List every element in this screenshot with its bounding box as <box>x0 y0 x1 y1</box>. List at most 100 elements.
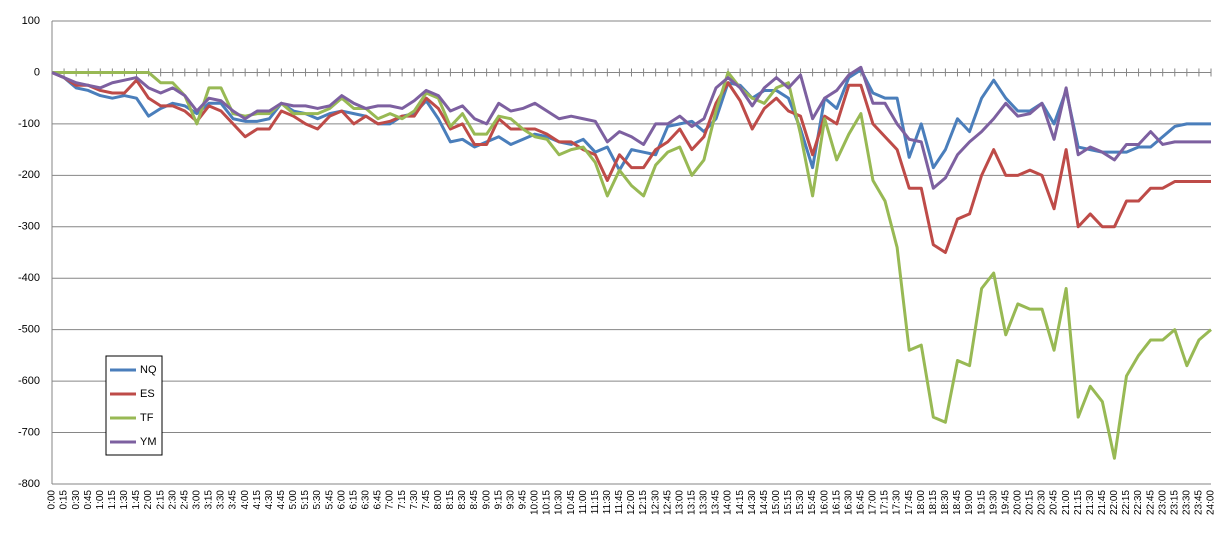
x-tick-label: 18:45 <box>952 490 963 515</box>
y-tick-label: -200 <box>18 169 40 181</box>
x-tick-label: 7:00 <box>385 490 396 510</box>
series-line <box>52 70 1212 460</box>
x-tick-label: 8:00 <box>433 490 444 510</box>
y-tick-label: 0 <box>34 66 40 78</box>
x-tick-label: 10:45 <box>566 490 577 515</box>
y-tick-label: -800 <box>18 478 40 490</box>
legend-label: ES <box>140 388 155 400</box>
legend-label: NQ <box>140 364 157 376</box>
x-tick-label: 11:45 <box>614 490 625 515</box>
x-tick-label: 10:00 <box>530 490 541 515</box>
series-line <box>51 71 1211 254</box>
x-tick-label: 2:15 <box>155 490 166 510</box>
y-tick-label: -700 <box>18 426 40 438</box>
x-tick-label: 14:45 <box>759 490 770 515</box>
x-tick-label: 22:15 <box>1121 490 1132 515</box>
x-tick-label: 24:00 <box>1206 490 1217 515</box>
x-tick-label: 3:30 <box>216 490 227 510</box>
x-tick-label: 12:00 <box>626 490 637 515</box>
x-tick-label: 16:00 <box>819 490 830 515</box>
x-tick-label: 10:30 <box>554 490 565 515</box>
x-tick-label: 11:30 <box>602 490 613 515</box>
x-tick-label: 4:30 <box>264 490 275 510</box>
x-tick-label: 5:15 <box>300 490 311 510</box>
x-tick-label: 1:15 <box>107 490 118 510</box>
x-tick-label: 9:15 <box>493 490 504 510</box>
x-tick-label: 20:00 <box>1012 490 1023 515</box>
y-tick-label: -100 <box>18 118 40 130</box>
x-tick-label: 6:15 <box>348 490 359 510</box>
x-tick-label: 4:00 <box>240 490 251 510</box>
x-tick-label: 1:00 <box>95 490 106 510</box>
y-tick-label: -600 <box>18 375 40 387</box>
x-tick-label: 0:15 <box>59 490 70 510</box>
x-tick-label: 15:45 <box>807 490 818 515</box>
x-tick-label: 9:45 <box>517 490 528 510</box>
x-tick-label: 0:30 <box>71 490 82 510</box>
x-tick-label: 5:00 <box>288 490 299 510</box>
x-tick-label: 12:30 <box>650 490 661 515</box>
legend: NQ ES TF YM <box>105 355 163 456</box>
x-tick-label: 14:15 <box>735 490 746 515</box>
x-tick-label: 20:45 <box>1049 490 1060 515</box>
y-tick-label: -400 <box>18 272 40 284</box>
x-tick-label: 7:15 <box>397 490 408 510</box>
x-tick-label: 23:00 <box>1157 490 1168 515</box>
x-tick-label: 6:45 <box>373 490 384 510</box>
x-tick-label: 23:30 <box>1181 490 1192 515</box>
x-tick-label: 2:45 <box>179 490 190 510</box>
x-tick-label: 13:00 <box>674 490 685 515</box>
x-tick-label: 9:00 <box>481 490 492 510</box>
x-tick-label: 9:30 <box>505 490 516 510</box>
x-tick-label: 11:00 <box>578 490 589 515</box>
x-tick-label: 0:00 <box>47 490 58 510</box>
x-tick-label: 21:30 <box>1085 490 1096 515</box>
x-tick-label: 5:30 <box>312 490 323 510</box>
x-tick-label: 23:15 <box>1169 490 1180 515</box>
x-tick-label: 8:30 <box>457 490 468 510</box>
x-tick-label: 2:30 <box>167 490 178 510</box>
x-tick-label: 17:15 <box>880 490 891 515</box>
x-tick-label: 0:45 <box>83 490 94 510</box>
x-tick-label: 15:15 <box>783 490 794 515</box>
x-tick-label: 23:45 <box>1194 490 1205 515</box>
x-tick-label: 19:30 <box>988 490 999 515</box>
x-tick-label: 16:15 <box>831 490 842 515</box>
x-tick-label: 11:15 <box>590 490 601 515</box>
y-tick-label: -500 <box>18 324 40 336</box>
x-tick-label: 18:15 <box>928 490 939 515</box>
x-tick-label: 21:45 <box>1097 490 1108 515</box>
x-tick-label: 3:15 <box>204 490 215 510</box>
x-tick-label: 10:15 <box>542 490 553 515</box>
x-tick-label: 22:00 <box>1109 490 1120 515</box>
x-tick-label: 12:15 <box>638 490 649 515</box>
legend-box <box>105 355 163 456</box>
x-tick-label: 7:45 <box>421 490 432 510</box>
y-tick-label: -300 <box>18 221 40 233</box>
x-tick-label: 7:30 <box>409 490 420 510</box>
x-tick-label: 5:45 <box>324 490 335 510</box>
x-tick-label: 22:45 <box>1145 490 1156 515</box>
x-tick-label: 19:00 <box>964 490 975 515</box>
x-tick-label: 18:00 <box>916 490 927 515</box>
legend-label: YM <box>140 436 157 448</box>
x-tick-label: 19:45 <box>1000 490 1011 515</box>
x-tick-label: 15:00 <box>771 490 782 515</box>
x-tick-label: 16:30 <box>843 490 854 515</box>
legend-label: TF <box>140 412 154 424</box>
x-tick-label: 22:30 <box>1133 490 1144 515</box>
x-tick-label: 13:15 <box>687 490 698 515</box>
x-tick-label: 14:00 <box>723 490 734 515</box>
x-tick-label: 21:15 <box>1073 490 1084 515</box>
x-tick-label: 17:00 <box>868 490 879 515</box>
x-tick-label: 6:00 <box>336 490 347 510</box>
y-tick-label: 100 <box>22 15 40 27</box>
series-line <box>51 65 1211 190</box>
x-tick-label: 20:30 <box>1037 490 1048 515</box>
x-tick-label: 3:45 <box>228 490 239 510</box>
x-tick-label: 1:30 <box>119 490 130 510</box>
x-tick-label: 2:00 <box>143 490 154 510</box>
x-tick-label: 21:00 <box>1061 490 1072 515</box>
